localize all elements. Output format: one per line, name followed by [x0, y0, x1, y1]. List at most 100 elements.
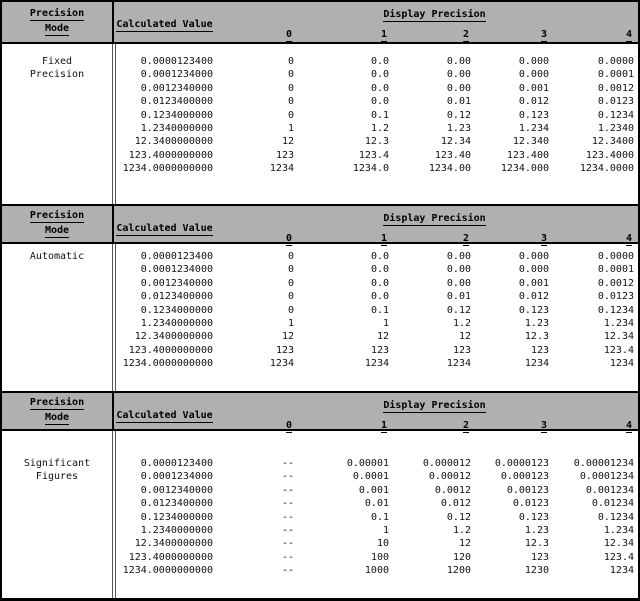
display-value-3: 1234.000	[500, 163, 549, 175]
table-row: 1.2340000000 1 1.2 1.23 1.234 1.2340	[116, 122, 638, 135]
display-value-3: 0.00123	[506, 484, 549, 496]
display-value-0: 0	[287, 96, 294, 108]
display-value-2: 0.00	[446, 277, 471, 289]
calculated-value: 0.0001234000	[140, 264, 213, 276]
calculated-value: 0.0123400000	[140, 291, 213, 303]
precision-mode-label-line	[2, 82, 112, 95]
display-value-1: 0.1	[370, 511, 389, 523]
display-value-3: 12.340	[512, 136, 549, 148]
table-row: 0.0012340000 -- 0.001 0.0012 0.00123 0.001234	[116, 484, 638, 497]
display-value-2: 0.00	[446, 69, 471, 81]
display-value-4: 0.0012	[597, 82, 634, 94]
table-row: 12.3400000000 12 12.3 12.34 12.340 12.3400	[116, 135, 638, 148]
precision-mode-label-line	[2, 109, 112, 122]
display-value-4: 1234	[609, 358, 634, 370]
precision-level-header-1: 1	[380, 233, 387, 246]
display-value-3: 1230	[524, 565, 549, 577]
calculated-value: 123.4000000000	[128, 149, 213, 161]
precision-mode-label-line	[2, 524, 112, 537]
display-value-4: 0.001234	[585, 484, 634, 496]
display-value-1: 0.0	[370, 82, 389, 94]
calculated-value: 1.2340000000	[140, 317, 213, 329]
calculated-value: 1234.0000000000	[122, 163, 213, 175]
display-value-2: 0.01	[446, 96, 471, 108]
display-value-4: 0.0123	[597, 291, 634, 303]
precision-level-header-2: 2	[462, 233, 469, 246]
display-value-3: 123	[530, 344, 549, 356]
display-value-3: 12.3	[524, 538, 549, 550]
table-row: 0.0001234000 0 0.0 0.00 0.000 0.0001	[116, 263, 638, 276]
display-value-0: --	[281, 471, 294, 483]
display-value-2: 0.012	[440, 498, 471, 510]
precision-mode-label-line	[2, 277, 112, 290]
display-precision-header-cell: Display Precision	[383, 9, 486, 22]
header-right-area: Calculated Value Display Precision 0 1 2…	[114, 393, 638, 433]
display-value-3: 1.23	[524, 317, 549, 329]
display-value-1: 0.01	[364, 498, 389, 510]
precision-level-header-1: 1	[380, 29, 387, 42]
calculated-value: 1234.0000000000	[122, 358, 213, 370]
precision-level-header-3: 3	[540, 29, 547, 42]
precision-level-header-0: 0	[285, 29, 292, 42]
display-value-0: 0	[287, 251, 294, 262]
table-row: 0.0001234000 -- 0.0001 0.00012 0.000123 0.000…	[116, 470, 638, 483]
precision-mode-label-line: Fixed	[41, 56, 73, 67]
display-value-0: 1234	[269, 163, 294, 175]
display-value-3: 0.000123	[500, 471, 549, 483]
display-value-2: 1200	[446, 565, 471, 577]
display-value-2: 0.000012	[422, 458, 471, 469]
display-value-1: 0.0	[370, 56, 389, 67]
precision-level-header-4: 4	[625, 233, 632, 246]
display-value-1: 123.4	[358, 149, 389, 161]
display-value-0: 0	[287, 264, 294, 276]
display-value-1: 0.0	[370, 251, 389, 262]
calculated-value: 0.1234000000	[140, 511, 213, 523]
display-value-4: 0.1234	[597, 109, 634, 121]
display-value-4: 12.3400	[591, 136, 634, 148]
display-value-0: 0	[287, 304, 294, 316]
precision-mode-header-line1: Precision	[29, 396, 85, 410]
precision-mode-header-cell: Precision Mode	[2, 2, 114, 42]
display-value-3: 123	[530, 551, 549, 563]
calculated-value: 0.0012340000	[140, 277, 213, 289]
display-value-4: 0.0001	[597, 264, 634, 276]
calculated-value: 0.0012340000	[140, 484, 213, 496]
calculated-value: 12.3400000000	[134, 538, 213, 550]
display-value-4: 0.0000	[597, 56, 634, 67]
display-precision-header-cell: Display Precision	[383, 213, 486, 226]
precision-mode-label-line: Figures	[35, 471, 79, 483]
display-value-1: 1.2	[370, 122, 389, 134]
display-value-0: --	[281, 551, 294, 563]
display-value-2: 0.0012	[434, 484, 471, 496]
display-value-0: 0	[287, 69, 294, 81]
display-value-4: 0.1234	[597, 511, 634, 523]
precision-mode-label-line: Precision	[29, 69, 85, 81]
display-value-1: 0.0	[370, 69, 389, 81]
display-value-2: 123	[452, 344, 471, 356]
precision-mode-label-line	[2, 497, 112, 510]
precision-level-header-4: 4	[625, 420, 632, 433]
display-value-3: 0.000	[518, 251, 549, 262]
table-row: 1234.0000000000 1234 1234.0 1234.00 1234.000…	[116, 162, 638, 175]
table-row: 0.0012340000 0 0.0 0.00 0.001 0.0012	[116, 82, 638, 95]
display-precision-header-cell: Display Precision	[383, 400, 486, 413]
table-row: 1234.0000000000 -- 1000 1200 1230 1234	[116, 564, 638, 577]
display-value-2: 12	[458, 538, 471, 550]
fixed-precision-table-body: Fixed Precision 0.0000123400 0 0.0 0.00 0.000…	[2, 44, 638, 204]
precision-mode-header-line1: Precision	[29, 209, 85, 223]
display-value-3: 1.234	[518, 122, 549, 134]
table-row: 1.2340000000 -- 1 1.2 1.23 1.234	[116, 524, 638, 537]
display-value-4: 0.0001234	[579, 471, 634, 483]
display-value-4: 0.01234	[591, 498, 634, 510]
precision-mode-label-line	[2, 537, 112, 550]
table-row: 1234.0000000000 1234 1234 1234 1234 1234	[116, 357, 638, 370]
calculated-value-header-cell: Calculated Value	[116, 223, 213, 236]
precision-mode-label-line: Significant	[23, 458, 91, 469]
display-value-4: 1234	[609, 565, 634, 577]
display-value-3: 0.0000123	[494, 458, 549, 469]
table-row: 0.0000123400 0 0.0 0.00 0.000 0.0000	[116, 55, 638, 68]
calculated-value-header-cell: Calculated Value	[116, 19, 213, 32]
table-header-significant-figures: Precision Mode Calculated Value Display …	[2, 391, 638, 433]
display-value-2: 1.2	[452, 317, 471, 329]
calculated-value: 0.0000123400	[140, 251, 213, 262]
